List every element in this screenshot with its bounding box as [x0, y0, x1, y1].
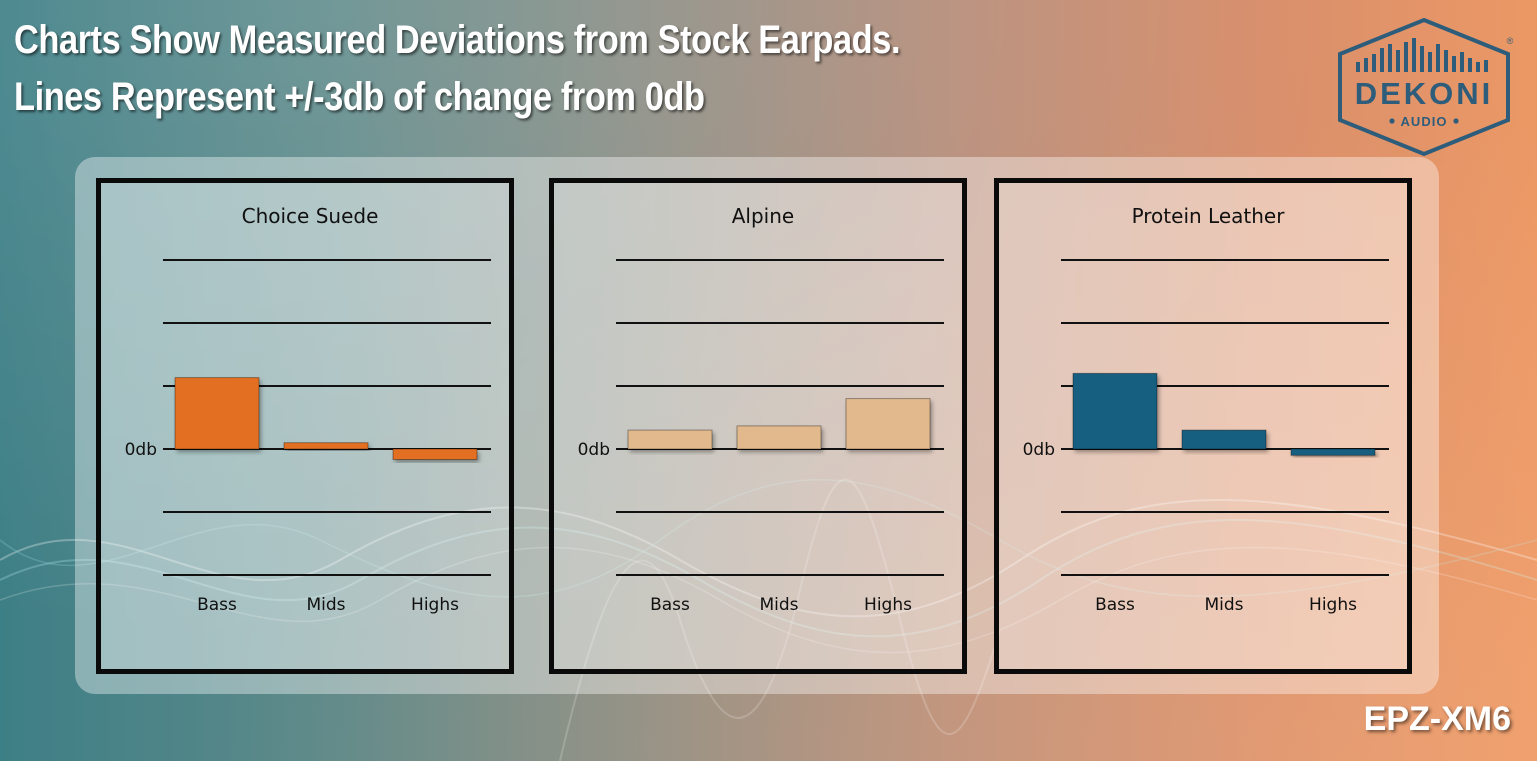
title-line-2: Lines Represent +/-3db of change from 0d… [14, 75, 705, 119]
bar-bass [1072, 372, 1158, 450]
bar-mids [736, 425, 822, 450]
product-model-label: EPZ-XM6 [1363, 700, 1511, 738]
chart-title: Protein Leather [1132, 204, 1286, 228]
bar-bass [627, 429, 713, 450]
bar-highs [392, 448, 478, 460]
bar-mids [283, 442, 369, 450]
category-label: Highs [864, 595, 912, 615]
category-label: Highs [1309, 595, 1357, 615]
dekoni-audio-logo: DEKONI AUDIO ® [1338, 17, 1514, 157]
category-label: Bass [197, 595, 237, 615]
zero-label: 0db [578, 440, 610, 460]
category-label: Mids [306, 595, 345, 615]
logo-hexagon [1338, 17, 1510, 157]
chart-alpine: Alpine 0db Bass Mids Highs [549, 178, 967, 674]
category-label: Highs [411, 595, 459, 615]
logo-sub-name: AUDIO [1401, 114, 1448, 129]
chart-choice-suede: Choice Suede 0db Bass Mids Highs [96, 178, 514, 674]
title-line-1: Charts Show Measured Deviations from Sto… [14, 18, 901, 62]
chart-svg: Choice Suede 0db Bass Mids Highs [125, 204, 491, 615]
logo-brand-name: DEKONI [1355, 76, 1494, 111]
bar-highs [845, 398, 931, 450]
chart-svg: Protein Leather 0db Bass Mids Highs [1023, 204, 1389, 615]
bar-bass [174, 377, 260, 450]
zero-label: 0db [125, 440, 157, 460]
zero-label: 0db [1023, 440, 1055, 460]
page-title: Charts Show Measured Deviations from Sto… [14, 12, 901, 126]
bar-highs [1290, 448, 1376, 456]
chart-protein-leather: Protein Leather 0db Bass Mids Highs [994, 178, 1412, 674]
logo-registered-mark: ® [1507, 36, 1514, 46]
category-label: Bass [1095, 595, 1135, 615]
category-label: Mids [1204, 595, 1243, 615]
chart-title: Choice Suede [242, 204, 379, 228]
equalizer-bars-icon [1356, 38, 1488, 72]
category-label: Mids [759, 595, 798, 615]
bar-mids [1181, 429, 1267, 450]
chart-svg: Alpine 0db Bass Mids Highs [578, 204, 944, 615]
chart-title: Alpine [732, 204, 794, 228]
category-label: Bass [650, 595, 690, 615]
